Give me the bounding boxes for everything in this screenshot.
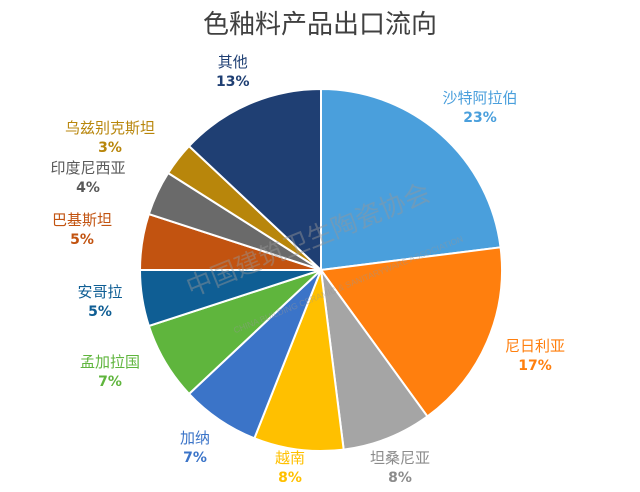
slice-label-value: 5% xyxy=(88,304,112,320)
pie-slice xyxy=(320,269,429,451)
slice-label-value: 17% xyxy=(518,358,552,374)
slice-label-name: 越南 xyxy=(275,449,306,467)
slice-label-name: 沙特阿拉伯 xyxy=(442,89,518,107)
slice-label-name: 孟加拉国 xyxy=(80,353,141,371)
slice-label: 越南 8% xyxy=(275,448,305,488)
slice-label-name: 尼日利亚 xyxy=(505,337,566,355)
chart-title: 色釉料产品出口流向 xyxy=(202,10,437,40)
slice-label-name: 坦桑尼亚 xyxy=(370,449,431,467)
slice-label: 坦桑尼亚 8% xyxy=(370,448,430,488)
slice-label-value: 8% xyxy=(388,470,412,486)
slice-label: 加纳 7% xyxy=(180,428,210,468)
pie-slice xyxy=(319,246,503,418)
slice-label-value: 4% xyxy=(76,180,100,196)
slice-label: 安哥拉 5% xyxy=(78,282,123,322)
slice-label-name: 其他 xyxy=(217,53,248,71)
slice-label-name: 乌兹别克斯坦 xyxy=(65,119,156,137)
pie-slice xyxy=(187,87,322,273)
pie-slice xyxy=(253,269,345,452)
slice-label: 沙特阿拉伯 23% xyxy=(443,88,518,128)
slice-label-value: 7% xyxy=(183,450,207,466)
slice-label: 尼日利亚 17% xyxy=(505,336,565,376)
slice-label-name: 安哥拉 xyxy=(77,283,123,301)
slice-label-value: 13% xyxy=(216,74,250,90)
slice-label-value: 7% xyxy=(98,374,122,390)
slice-label: 印度尼西亚 4% xyxy=(51,158,126,198)
slice-label-value: 23% xyxy=(463,110,497,126)
pie-slice xyxy=(320,87,502,272)
slice-label-value: 3% xyxy=(98,140,122,156)
slice-label-name: 加纳 xyxy=(180,429,211,447)
slice-label-value: 8% xyxy=(278,470,302,486)
slice-label-name: 巴基斯坦 xyxy=(52,211,113,229)
slice-label: 其他 13% xyxy=(216,52,250,92)
slice-label-value: 5% xyxy=(70,232,94,248)
slice-label: 孟加拉国 7% xyxy=(80,352,140,392)
slice-label-name: 印度尼西亚 xyxy=(50,159,126,177)
slice-label: 乌兹别克斯坦 3% xyxy=(65,118,155,158)
slice-label: 巴基斯坦 5% xyxy=(52,210,112,250)
